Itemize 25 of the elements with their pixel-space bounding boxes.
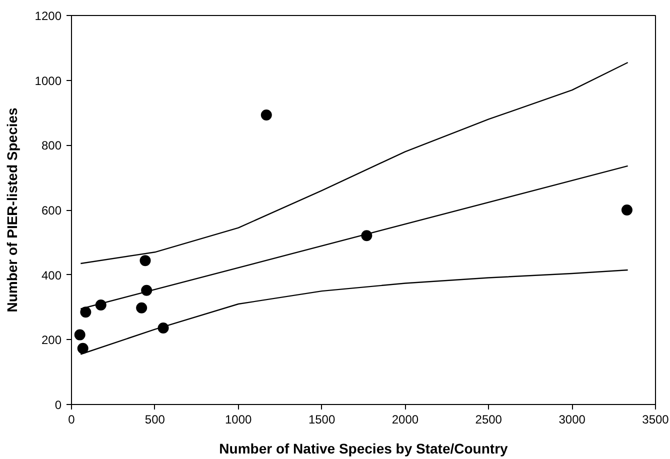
y-tick-label: 0 bbox=[54, 398, 62, 412]
y-tick-label: 200 bbox=[41, 333, 62, 348]
point bbox=[140, 255, 151, 266]
line-series bbox=[80, 62, 628, 264]
y-tick-label: 800 bbox=[41, 138, 62, 153]
x-tick-label: 2000 bbox=[392, 412, 419, 426]
x-tick-label: 1000 bbox=[225, 412, 252, 426]
x-axis-title: Number of Native Species by State/Country bbox=[219, 440, 508, 456]
point bbox=[621, 204, 632, 216]
point bbox=[260, 110, 272, 121]
y-tick-label: 1000 bbox=[34, 74, 62, 88]
x-tick-label: 0 bbox=[68, 412, 76, 426]
x-tick-label: 3000 bbox=[558, 412, 586, 426]
point bbox=[74, 329, 86, 340]
y-axis-title: Number of PIER-listed Species bbox=[4, 107, 20, 312]
point bbox=[136, 302, 148, 314]
y-tick-label: 600 bbox=[41, 204, 62, 218]
point bbox=[77, 342, 88, 354]
x-tick-label: 2500 bbox=[475, 412, 502, 426]
x-tick-label: 500 bbox=[144, 412, 166, 426]
y-tick-label: 1200 bbox=[34, 9, 62, 23]
point bbox=[80, 306, 92, 318]
y-tick-label: 400 bbox=[41, 268, 62, 282]
x-tick-label: 1500 bbox=[308, 412, 336, 426]
x-tick-label: 3500 bbox=[642, 412, 670, 426]
